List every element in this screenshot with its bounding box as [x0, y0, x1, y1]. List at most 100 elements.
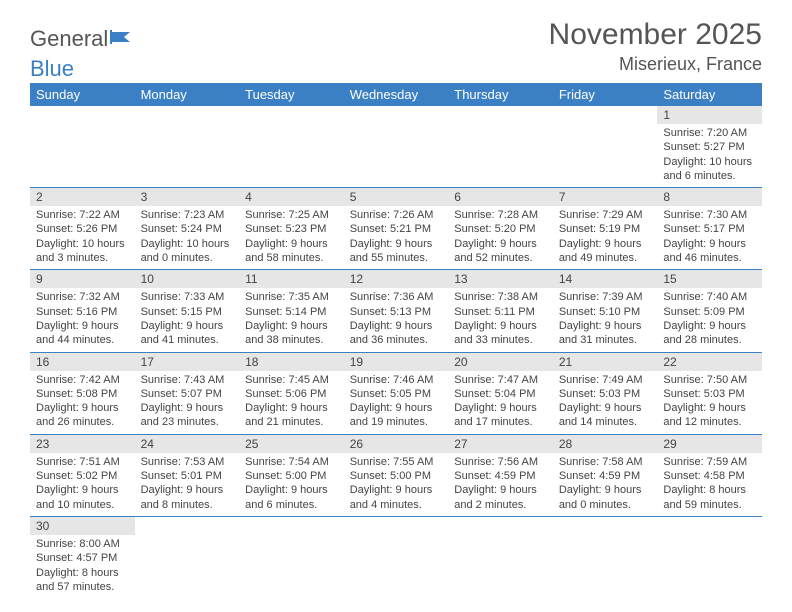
day-header: Monday: [135, 83, 240, 106]
day-number: 18: [239, 353, 344, 371]
calendar-cell: 4 Sunrise: 7:25 AMSunset: 5:23 PMDaylight…: [239, 188, 344, 270]
detail-line: Sunrise: 7:28 AM: [454, 208, 547, 222]
detail-line: Daylight: 8 hours: [36, 566, 129, 580]
detail-line: Sunrise: 7:54 AM: [245, 455, 338, 469]
calendar-row: 30Sunrise: 8:00 AMSunset: 4:57 PMDayligh…: [30, 516, 762, 598]
detail-line: Daylight: 9 hours: [663, 401, 756, 415]
day-number: 24: [135, 435, 240, 453]
day-number: 2: [30, 188, 135, 206]
detail-line: Sunrise: 7:58 AM: [559, 455, 652, 469]
calendar-row: 1Sunrise: 7:20 AMSunset: 5:27 PMDaylight…: [30, 106, 762, 188]
detail-line: Sunset: 5:13 PM: [350, 305, 443, 319]
calendar-cell: 13Sunrise: 7:38 AMSunset: 5:11 PMDayligh…: [448, 270, 553, 352]
day-number: 19: [344, 353, 449, 371]
detail-line: Daylight: 9 hours: [559, 401, 652, 415]
detail-line: and 17 minutes.: [454, 415, 547, 429]
calendar-cell: 21Sunrise: 7:49 AMSunset: 5:03 PMDayligh…: [553, 352, 658, 434]
calendar-cell: 27Sunrise: 7:56 AMSunset: 4:59 PMDayligh…: [448, 434, 553, 516]
detail-line: Sunset: 5:04 PM: [454, 387, 547, 401]
day-number: 26: [344, 435, 449, 453]
detail-line: and 28 minutes.: [663, 333, 756, 347]
detail-line: Daylight: 9 hours: [36, 319, 129, 333]
calendar-cell: 20Sunrise: 7:47 AMSunset: 5:04 PMDayligh…: [448, 352, 553, 434]
detail-line: Daylight: 9 hours: [245, 237, 338, 251]
detail-line: Sunset: 4:59 PM: [559, 469, 652, 483]
day-details: Sunrise: 7:55 AMSunset: 5:00 PMDaylight:…: [344, 453, 449, 516]
detail-line: Sunrise: 7:51 AM: [36, 455, 129, 469]
calendar-cell: 29Sunrise: 7:59 AMSunset: 4:58 PMDayligh…: [657, 434, 762, 516]
detail-line: and 6 minutes.: [663, 169, 756, 183]
detail-line: Sunset: 5:03 PM: [559, 387, 652, 401]
detail-line: Sunrise: 7:25 AM: [245, 208, 338, 222]
day-number: 9: [30, 270, 135, 288]
day-details: Sunrise: 7:30 AMSunset: 5:17 PMDaylight:…: [657, 206, 762, 269]
detail-line: Sunset: 4:59 PM: [454, 469, 547, 483]
detail-line: Sunrise: 7:45 AM: [245, 373, 338, 387]
detail-line: Daylight: 9 hours: [663, 319, 756, 333]
day-details: Sunrise: 7:59 AMSunset: 4:58 PMDaylight:…: [657, 453, 762, 516]
day-number: 1: [657, 106, 762, 124]
detail-line: Sunrise: 7:26 AM: [350, 208, 443, 222]
day-number: 29: [657, 435, 762, 453]
day-details: Sunrise: 7:58 AMSunset: 4:59 PMDaylight:…: [553, 453, 658, 516]
detail-line: and 31 minutes.: [559, 333, 652, 347]
day-header: Wednesday: [344, 83, 449, 106]
day-number: 4: [239, 188, 344, 206]
day-number: 3: [135, 188, 240, 206]
day-number: 28: [553, 435, 658, 453]
calendar-cell: 10Sunrise: 7:33 AMSunset: 5:15 PMDayligh…: [135, 270, 240, 352]
detail-line: Sunset: 5:21 PM: [350, 222, 443, 236]
detail-line: and 14 minutes.: [559, 415, 652, 429]
day-header: Thursday: [448, 83, 553, 106]
day-details: Sunrise: 7:22 AMSunset: 5:26 PMDaylight:…: [30, 206, 135, 269]
detail-line: Daylight: 9 hours: [454, 319, 547, 333]
detail-line: Daylight: 9 hours: [141, 483, 234, 497]
detail-line: Sunrise: 7:35 AM: [245, 290, 338, 304]
detail-line: Sunrise: 8:00 AM: [36, 537, 129, 551]
detail-line: Sunset: 5:07 PM: [141, 387, 234, 401]
calendar-cell: [344, 516, 449, 598]
calendar-cell: 17Sunrise: 7:43 AMSunset: 5:07 PMDayligh…: [135, 352, 240, 434]
calendar-cell: 12Sunrise: 7:36 AMSunset: 5:13 PMDayligh…: [344, 270, 449, 352]
detail-line: Sunrise: 7:38 AM: [454, 290, 547, 304]
calendar-cell: 11Sunrise: 7:35 AMSunset: 5:14 PMDayligh…: [239, 270, 344, 352]
detail-line: and 59 minutes.: [663, 498, 756, 512]
logo-text-1: General: [30, 26, 108, 51]
detail-line: Sunset: 5:09 PM: [663, 305, 756, 319]
calendar-cell: [448, 516, 553, 598]
day-details: Sunrise: 7:42 AMSunset: 5:08 PMDaylight:…: [30, 371, 135, 434]
day-details: Sunrise: 7:28 AMSunset: 5:20 PMDaylight:…: [448, 206, 553, 269]
detail-line: Sunrise: 7:33 AM: [141, 290, 234, 304]
calendar-cell: 28Sunrise: 7:58 AMSunset: 4:59 PMDayligh…: [553, 434, 658, 516]
calendar-cell: [553, 106, 658, 188]
day-number: 6: [448, 188, 553, 206]
detail-line: Sunrise: 7:47 AM: [454, 373, 547, 387]
calendar-body: 1Sunrise: 7:20 AMSunset: 5:27 PMDaylight…: [30, 106, 762, 598]
day-number: 15: [657, 270, 762, 288]
detail-line: Daylight: 9 hours: [559, 319, 652, 333]
day-details: Sunrise: 7:33 AMSunset: 5:15 PMDaylight:…: [135, 288, 240, 351]
calendar-cell: 1Sunrise: 7:20 AMSunset: 5:27 PMDaylight…: [657, 106, 762, 188]
day-details: Sunrise: 7:26 AMSunset: 5:21 PMDaylight:…: [344, 206, 449, 269]
calendar-cell: 25Sunrise: 7:54 AMSunset: 5:00 PMDayligh…: [239, 434, 344, 516]
day-details: Sunrise: 7:53 AMSunset: 5:01 PMDaylight:…: [135, 453, 240, 516]
day-number: 27: [448, 435, 553, 453]
detail-line: Sunrise: 7:42 AM: [36, 373, 129, 387]
detail-line: and 44 minutes.: [36, 333, 129, 347]
detail-line: and 4 minutes.: [350, 498, 443, 512]
calendar-cell: 15Sunrise: 7:40 AMSunset: 5:09 PMDayligh…: [657, 270, 762, 352]
detail-line: Sunset: 5:00 PM: [245, 469, 338, 483]
detail-line: Daylight: 9 hours: [559, 483, 652, 497]
detail-line: Daylight: 9 hours: [350, 401, 443, 415]
detail-line: Daylight: 10 hours: [141, 237, 234, 251]
day-header: Sunday: [30, 83, 135, 106]
day-details: Sunrise: 7:47 AMSunset: 5:04 PMDaylight:…: [448, 371, 553, 434]
detail-line: and 55 minutes.: [350, 251, 443, 265]
detail-line: Sunset: 5:23 PM: [245, 222, 338, 236]
day-details: Sunrise: 7:54 AMSunset: 5:00 PMDaylight:…: [239, 453, 344, 516]
day-details: Sunrise: 7:20 AMSunset: 5:27 PMDaylight:…: [657, 124, 762, 187]
detail-line: Daylight: 9 hours: [245, 319, 338, 333]
calendar-cell: [344, 106, 449, 188]
detail-line: Sunset: 5:10 PM: [559, 305, 652, 319]
calendar-cell: 22Sunrise: 7:50 AMSunset: 5:03 PMDayligh…: [657, 352, 762, 434]
